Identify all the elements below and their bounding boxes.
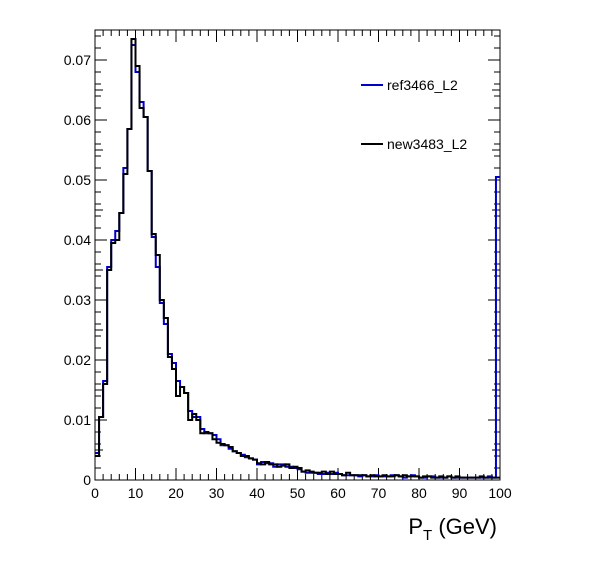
x-axis-title-main: P — [408, 514, 423, 539]
x-tick-label: 100 — [488, 485, 512, 501]
x-tick-label: 50 — [290, 485, 306, 501]
x-tick-label: 60 — [330, 485, 346, 501]
series-layer — [95, 38, 500, 479]
x-axis-title-unit: (GeV) — [432, 514, 497, 539]
y-tick-label: 0.02 — [64, 352, 91, 368]
y-tick-label: 0.03 — [64, 292, 91, 308]
x-tick-label: 20 — [168, 485, 184, 501]
y-tick-label: 0 — [83, 472, 91, 488]
y-tick-label: 0.06 — [64, 112, 91, 128]
x-tick-label: 70 — [371, 485, 387, 501]
y-tick-label: 0.07 — [64, 52, 91, 68]
x-tick-label: 40 — [249, 485, 265, 501]
x-tick-label: 80 — [411, 485, 427, 501]
x-tick-label: 10 — [128, 485, 144, 501]
legend-label-ref3466-L2: ref3466_L2 — [387, 77, 458, 93]
y-tick-label: 0.04 — [64, 232, 91, 248]
x-axis-title-subscript: T — [423, 527, 432, 544]
x-axis-title: PT (GeV) — [408, 514, 497, 544]
legend-label-new3483-L2: new3483_L2 — [387, 136, 467, 152]
axis-ticks: 0 10 20 30 40 50 60 70 80 90 100 0 0.01 0.02 0.03 0.04 0… — [64, 29, 512, 501]
x-tick-label: 0 — [91, 485, 99, 501]
series-line-new3483-L2 — [95, 38, 500, 479]
x-tick-label: 30 — [209, 485, 225, 501]
legend: ref3466_L2 new3483_L2 — [361, 77, 467, 152]
y-tick-label: 0.05 — [64, 172, 91, 188]
x-tick-label: 90 — [452, 485, 468, 501]
y-tick-label: 0.01 — [64, 412, 91, 428]
